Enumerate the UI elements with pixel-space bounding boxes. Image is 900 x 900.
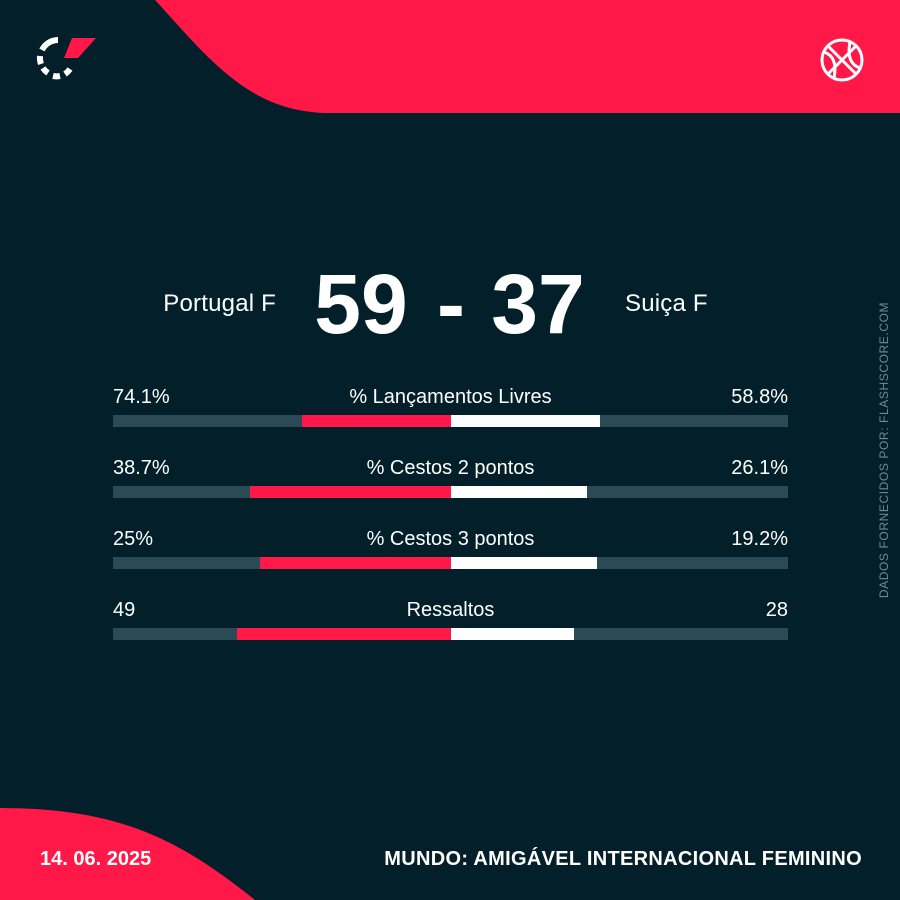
stat-away-bar <box>451 628 574 640</box>
stat-label: % Cestos 3 pontos <box>366 528 535 550</box>
stat-away-bar <box>451 557 597 569</box>
stat-home-value: 25% <box>113 528 154 550</box>
stat-away-value: 19.2% <box>731 528 788 550</box>
stat-bar-track <box>113 628 788 640</box>
stat-row-three-pointers: 25% % Cestos 3 pontos 19.2% <box>113 526 788 570</box>
competition-name: MUNDO: AMIGÁVEL INTERNACIONAL FEMININO <box>384 848 862 870</box>
stat-home-value: 49 <box>113 599 136 621</box>
stat-home-bar <box>260 557 451 569</box>
flashscore-logo-icon <box>36 37 96 80</box>
match-date: 14. 06. 2025 <box>40 848 152 870</box>
bottom-red-banner <box>0 808 255 900</box>
stat-home-bar <box>237 628 451 640</box>
stat-away-bar <box>451 415 600 427</box>
data-credit: DADOS FORNECIDOS POR: FLASHSCORE.COM <box>877 301 891 599</box>
score-separator: - <box>437 257 465 351</box>
stat-bar-track <box>113 415 788 427</box>
stat-away-bar <box>451 486 587 498</box>
away-score: 37 <box>491 257 585 351</box>
stat-bar-track <box>113 486 788 498</box>
basketball-icon <box>820 38 864 82</box>
stat-label: % Lançamentos Livres <box>349 386 552 408</box>
stat-away-value: 58.8% <box>731 386 788 408</box>
stat-away-value: 26.1% <box>731 457 788 479</box>
stat-home-bar <box>302 415 451 427</box>
stat-label: % Cestos 2 pontos <box>366 457 535 479</box>
top-red-banner <box>155 0 900 113</box>
stat-bar-track <box>113 557 788 569</box>
home-score: 59 <box>314 257 408 351</box>
stat-row-two-pointers: 38.7% % Cestos 2 pontos 26.1% <box>113 455 788 499</box>
stat-away-value: 28 <box>765 599 788 621</box>
home-team-name: Portugal F <box>163 290 276 317</box>
stat-row-free-throws: 74.1% % Lançamentos Livres 58.8% <box>113 384 788 428</box>
away-team-name: Suiça F <box>625 290 708 317</box>
stat-home-bar <box>250 486 451 498</box>
stat-home-value: 38.7% <box>113 457 170 479</box>
stat-home-value: 74.1% <box>113 386 170 408</box>
stat-label: Ressaltos <box>406 599 495 621</box>
stat-row-rebounds: 49 Ressaltos 28 <box>113 597 788 641</box>
